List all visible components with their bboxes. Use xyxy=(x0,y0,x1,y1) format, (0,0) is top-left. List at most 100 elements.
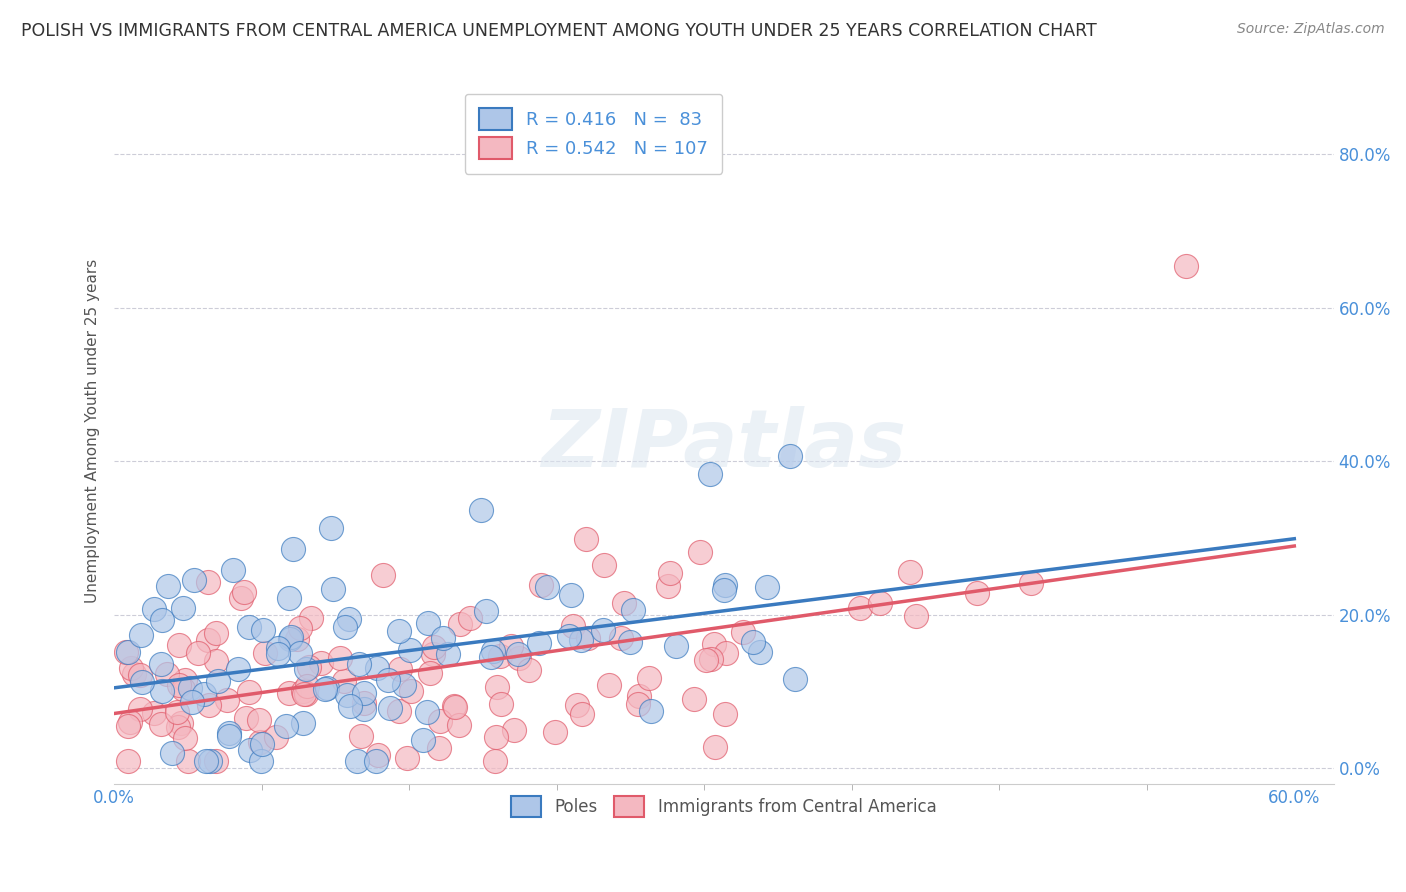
Point xyxy=(966,586,988,600)
Point xyxy=(229,591,252,606)
Point xyxy=(508,650,530,665)
Legend: Poles, Immigrants from Central America: Poles, Immigrants from Central America xyxy=(503,788,945,825)
Point xyxy=(598,677,620,691)
Point xyxy=(267,647,290,661)
Point xyxy=(714,707,737,722)
Point xyxy=(157,579,180,593)
Point xyxy=(166,720,188,734)
Point xyxy=(388,662,411,676)
Point xyxy=(288,621,311,635)
Point xyxy=(118,715,141,730)
Point xyxy=(346,754,368,768)
Point xyxy=(387,624,409,638)
Point xyxy=(291,715,314,730)
Point xyxy=(197,698,219,713)
Point xyxy=(637,671,659,685)
Point xyxy=(207,674,229,689)
Point xyxy=(489,697,512,711)
Point xyxy=(238,685,260,699)
Point xyxy=(415,705,437,719)
Point xyxy=(848,600,870,615)
Point xyxy=(179,681,201,696)
Point xyxy=(575,533,598,547)
Point xyxy=(905,609,928,624)
Point xyxy=(488,648,510,663)
Point xyxy=(479,650,502,665)
Point xyxy=(315,681,337,696)
Point xyxy=(172,681,194,696)
Point xyxy=(399,684,422,698)
Point xyxy=(756,580,779,594)
Point xyxy=(576,631,599,645)
Y-axis label: Unemployment Among Youth under 25 years: Unemployment Among Youth under 25 years xyxy=(86,259,100,603)
Point xyxy=(536,580,558,594)
Point xyxy=(292,687,315,701)
Point xyxy=(128,702,150,716)
Point xyxy=(527,636,550,650)
Point xyxy=(560,588,582,602)
Point xyxy=(166,706,188,720)
Point xyxy=(167,638,190,652)
Point xyxy=(285,632,308,646)
Point xyxy=(353,702,375,716)
Point xyxy=(517,663,540,677)
Point xyxy=(336,688,359,702)
Point xyxy=(396,751,419,765)
Point xyxy=(610,632,633,646)
Point xyxy=(350,729,373,743)
Point xyxy=(353,696,375,710)
Point xyxy=(122,666,145,681)
Point xyxy=(322,582,344,596)
Point xyxy=(703,637,725,651)
Point xyxy=(475,603,498,617)
Point xyxy=(571,707,593,722)
Point xyxy=(197,575,219,590)
Point xyxy=(443,700,465,714)
Point xyxy=(205,625,228,640)
Point xyxy=(1019,576,1042,591)
Point xyxy=(218,726,240,740)
Point xyxy=(172,601,194,615)
Point xyxy=(592,623,614,637)
Point xyxy=(458,611,481,625)
Point xyxy=(167,678,190,692)
Point xyxy=(226,662,249,676)
Point xyxy=(399,643,422,657)
Point xyxy=(485,730,508,744)
Point xyxy=(627,689,650,703)
Text: Source: ZipAtlas.com: Source: ZipAtlas.com xyxy=(1237,22,1385,37)
Point xyxy=(659,566,682,580)
Point xyxy=(449,616,471,631)
Point xyxy=(117,644,139,658)
Point xyxy=(703,739,725,754)
Point xyxy=(419,666,441,681)
Point xyxy=(233,585,256,599)
Point xyxy=(482,643,505,657)
Text: POLISH VS IMMIGRANTS FROM CENTRAL AMERICA UNEMPLOYMENT AMONG YOUTH UNDER 25 YEAR: POLISH VS IMMIGRANTS FROM CENTRAL AMERIC… xyxy=(21,22,1097,40)
Point xyxy=(689,544,711,558)
Point xyxy=(449,717,471,731)
Point xyxy=(335,620,357,634)
Point xyxy=(613,596,636,610)
Point xyxy=(367,747,389,762)
Point xyxy=(333,674,356,689)
Point xyxy=(117,718,139,732)
Point xyxy=(366,661,388,675)
Point xyxy=(353,686,375,700)
Point xyxy=(193,688,215,702)
Point xyxy=(503,723,526,737)
Point xyxy=(699,467,721,481)
Point xyxy=(247,713,270,727)
Point xyxy=(898,566,921,580)
Point xyxy=(565,698,588,712)
Point xyxy=(621,603,644,617)
Point xyxy=(249,735,271,749)
Point xyxy=(297,679,319,693)
Point xyxy=(665,639,688,653)
Point xyxy=(177,754,200,768)
Point xyxy=(443,698,465,713)
Point xyxy=(785,673,807,687)
Point xyxy=(183,574,205,588)
Point xyxy=(222,563,245,577)
Point xyxy=(129,628,152,642)
